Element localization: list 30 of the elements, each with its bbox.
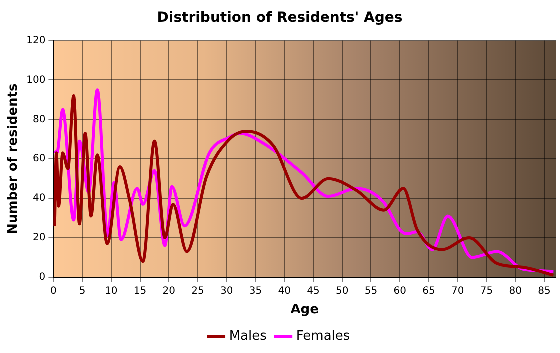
x-tick-label: 80	[509, 286, 522, 297]
legend-label: Females	[296, 328, 350, 344]
x-tick-label: 0	[50, 286, 57, 297]
y-tick-label: 0	[39, 272, 46, 283]
y-tick-label: 20	[32, 232, 46, 244]
y-tick-label: 120	[26, 35, 46, 46]
chart-title: Distribution of Residents' Ages	[157, 10, 403, 26]
y-tick-label: 60	[32, 154, 46, 165]
x-tick-label: 20	[162, 286, 176, 297]
x-tick-label: 75	[480, 286, 494, 297]
legend-label: Males	[229, 328, 268, 344]
x-tick-label: 65	[422, 286, 436, 297]
x-tick-label: 60	[394, 286, 406, 297]
y-tick-label: 100	[26, 74, 46, 86]
x-tick-label: 50	[336, 286, 349, 297]
y-axis-title: Number of residents	[6, 84, 22, 234]
y-tick-label: 80	[32, 114, 46, 126]
x-tick-label: 55	[364, 286, 378, 297]
x-tick-label: 40	[278, 286, 292, 297]
x-tick-label: 15	[134, 286, 147, 297]
y-tick-label: 40	[32, 193, 46, 204]
x-tick-label: 70	[451, 286, 464, 297]
x-tick-label: 35	[249, 286, 262, 297]
x-tick-label: 85	[538, 286, 551, 297]
x-tick-label: 5	[79, 286, 86, 297]
x-tick-label: 30	[220, 286, 234, 297]
x-axis-title: Age	[290, 302, 320, 318]
x-tick-label: 25	[192, 286, 204, 297]
x-tick-label: 10	[105, 286, 118, 297]
x-tick-label: 45	[307, 286, 320, 297]
